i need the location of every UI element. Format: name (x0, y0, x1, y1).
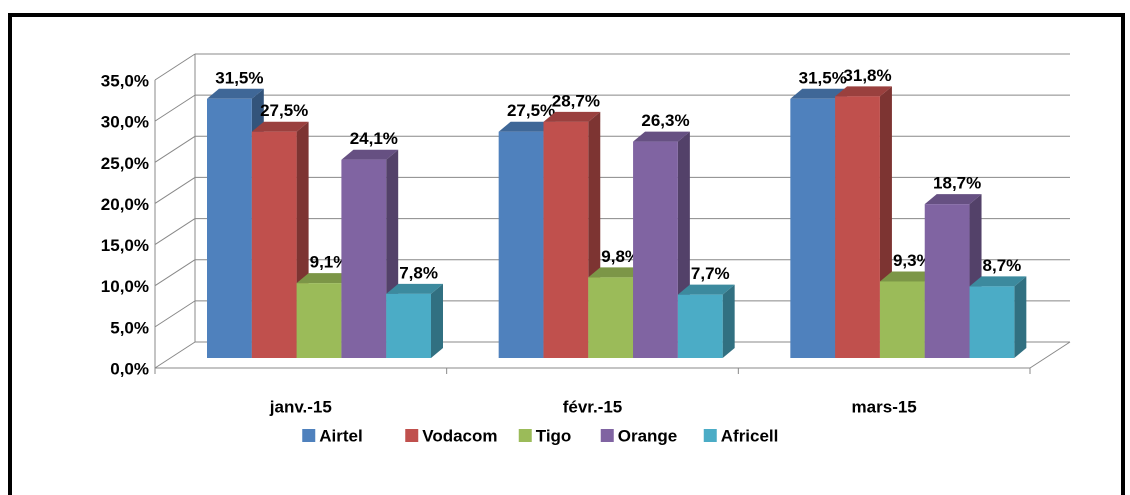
value-label: 27,5% (260, 101, 308, 120)
bar-top (251, 121, 309, 132)
side-grid-line (154, 218, 196, 245)
x-tick-label: janv.-15 (269, 397, 332, 416)
legend-swatch (703, 429, 717, 442)
y-tick-label: 20,0% (101, 195, 149, 214)
bar (633, 141, 678, 358)
bar-top (498, 121, 556, 132)
value-label: 9,3% (893, 251, 932, 270)
side-grid-line (154, 53, 196, 81)
bar (879, 281, 925, 358)
bar-top (341, 149, 399, 160)
y-tick-label: 0,0% (110, 359, 149, 378)
bar-top (677, 284, 735, 295)
bar (296, 283, 342, 358)
y-tick-label: 15,0% (101, 236, 149, 255)
bar-top (386, 283, 443, 294)
side-grid-line (154, 341, 196, 369)
y-tick-label: 25,0% (101, 154, 149, 173)
bar-top (879, 271, 937, 282)
bar (677, 294, 723, 358)
floor-right (1029, 341, 1071, 369)
value-label: 27,5% (507, 101, 555, 120)
value-label: 7,7% (691, 264, 730, 283)
legend-label: Africell (721, 426, 779, 445)
legend-swatch (600, 429, 614, 442)
value-label: 9,8% (601, 247, 640, 266)
legend-swatch (518, 429, 532, 442)
bar-top (835, 86, 892, 97)
bar-side (1014, 276, 1027, 358)
bar-top (924, 194, 982, 205)
y-tick-label: 10,0% (101, 277, 149, 296)
bar (207, 98, 252, 359)
value-label: 8,7% (983, 256, 1022, 275)
bar (543, 121, 589, 358)
bar (341, 159, 387, 358)
bar-top (588, 267, 646, 278)
legend-label: Tigo (536, 426, 572, 445)
bar-top (207, 88, 264, 99)
bar (588, 277, 634, 358)
bar (835, 96, 880, 359)
legend-swatch (302, 429, 316, 442)
value-label: 28,7% (552, 91, 600, 110)
y-tick-label: 5,0% (110, 318, 149, 337)
side-grid-line (154, 300, 196, 328)
value-label: 9,1% (310, 253, 349, 272)
bar (251, 131, 297, 358)
side-grid-line (154, 259, 196, 287)
legend-label: Vodacom (422, 426, 497, 445)
side-grid-line (154, 135, 196, 163)
side-grid-line (154, 177, 196, 204)
x-tick-label: févr.-15 (563, 397, 623, 416)
legend-label: Airtel (319, 426, 362, 445)
legend-label: Orange (618, 426, 678, 445)
value-label: 18,7% (933, 174, 981, 193)
bar-side (722, 284, 735, 358)
bar-top (633, 131, 690, 142)
bar-top (969, 276, 1027, 287)
value-label: 24,1% (350, 129, 398, 148)
bar (386, 293, 431, 358)
chart-border (8, 13, 1125, 495)
bar-top (790, 88, 848, 99)
y-tick-label: 30,0% (101, 113, 149, 132)
value-label: 31,5% (799, 68, 847, 87)
side-grid-line (154, 94, 196, 122)
value-label: 31,5% (215, 68, 263, 87)
bar (790, 98, 836, 359)
x-tick-label: mars-15 (852, 397, 917, 416)
y-tick-label: 35,0% (101, 71, 149, 90)
value-label: 7,8% (399, 263, 438, 282)
bar (498, 131, 544, 358)
bar-top (543, 111, 601, 122)
value-label: 31,8% (843, 66, 891, 85)
bar (924, 204, 970, 358)
bar (969, 286, 1015, 358)
legend-swatch (405, 429, 419, 442)
bar-top (296, 273, 354, 284)
value-label: 26,3% (641, 111, 689, 130)
bar-side (431, 283, 443, 358)
